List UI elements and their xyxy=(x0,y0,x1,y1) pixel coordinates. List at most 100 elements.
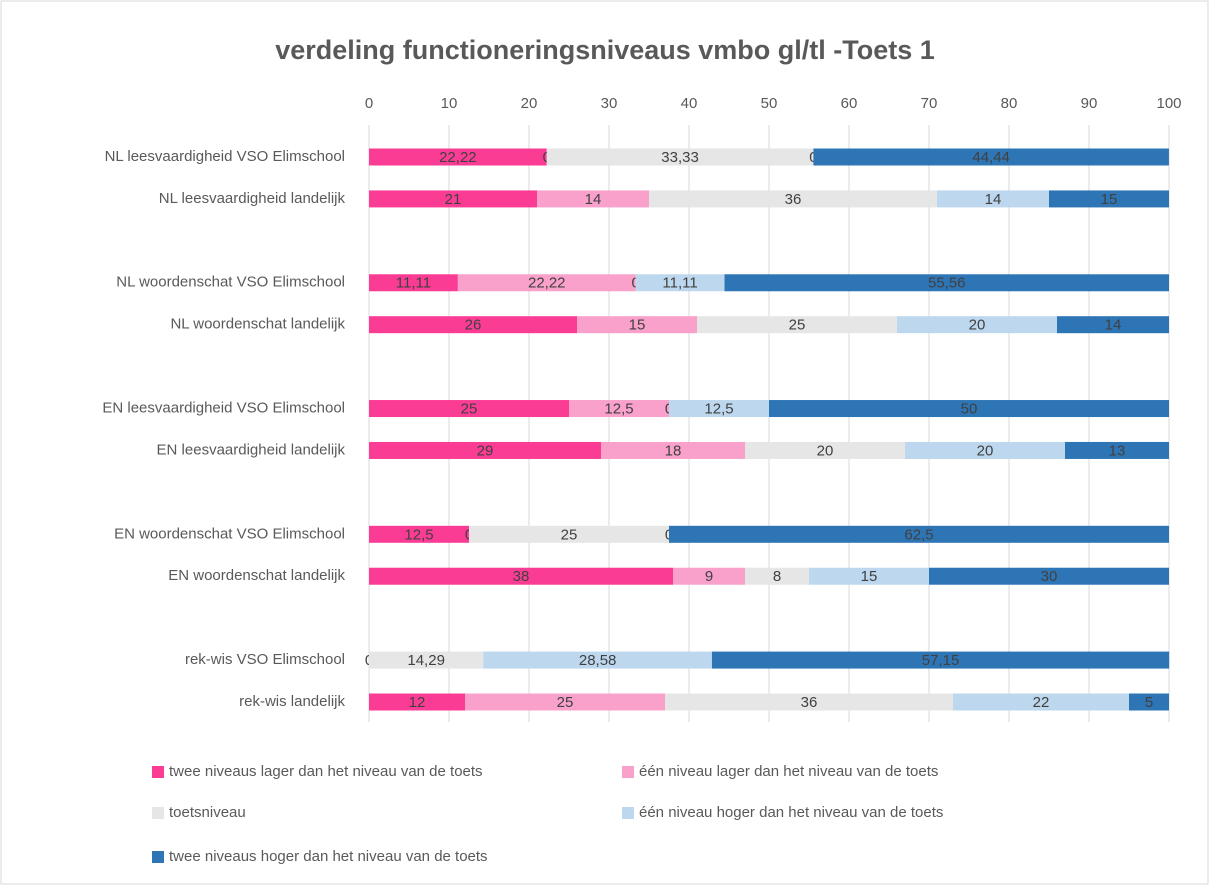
bar-segment xyxy=(937,190,1049,208)
x-tick-label: 60 xyxy=(841,95,858,112)
bar-segment xyxy=(1065,441,1169,459)
bar-segment xyxy=(813,148,1169,166)
data-label: 25 xyxy=(557,694,574,711)
legend-swatch xyxy=(622,807,634,819)
x-tick-label: 0 xyxy=(365,95,373,112)
data-label: 26 xyxy=(465,317,482,334)
bar-segment xyxy=(569,400,669,418)
legend-label: één niveau lager dan het niveau van de t… xyxy=(639,763,938,780)
data-label: 38 xyxy=(513,568,530,585)
legend-label: twee niveaus lager dan het niveau van de… xyxy=(169,763,483,780)
bar-segment xyxy=(649,190,937,208)
bar-segment xyxy=(669,400,769,418)
data-label: 15 xyxy=(861,568,878,585)
x-tick-label: 30 xyxy=(601,95,618,112)
chart-title: verdeling functioneringsniveaus vmbo gl/… xyxy=(275,35,935,65)
bar-segment xyxy=(953,693,1129,711)
bar-segment xyxy=(369,651,484,669)
data-label: 36 xyxy=(801,694,818,711)
data-label: 12,5 xyxy=(604,401,633,418)
data-label: 9 xyxy=(705,568,713,585)
y-tick-label: EN leesvaardigheid VSO Elimschool xyxy=(102,400,345,417)
bar-segment xyxy=(745,567,809,585)
bar-segment xyxy=(929,567,1169,585)
data-label: 13 xyxy=(1109,442,1126,459)
bar-segment xyxy=(369,190,537,208)
data-label: 20 xyxy=(977,442,994,459)
bar-segment xyxy=(724,274,1169,292)
y-tick-label: EN woordenschat VSO Elimschool xyxy=(114,525,345,542)
y-tick-label: EN leesvaardigheid landelijk xyxy=(157,441,346,458)
data-label: 20 xyxy=(817,442,834,459)
bar-segment xyxy=(635,274,725,292)
bar-segment xyxy=(369,148,547,166)
data-label: 22,22 xyxy=(528,275,566,292)
x-tick-label: 20 xyxy=(521,95,538,112)
bar-segment xyxy=(469,525,669,543)
data-label: 36 xyxy=(785,191,802,208)
data-label: 14 xyxy=(985,191,1002,208)
bar-segment xyxy=(745,441,905,459)
bar-segment xyxy=(897,316,1057,334)
y-tick-label: NL leesvaardigheid VSO Elimschool xyxy=(105,148,345,165)
legend-swatch xyxy=(152,807,164,819)
legend-label: één niveau hoger dan het niveau van de t… xyxy=(639,804,943,821)
x-tick-label: 70 xyxy=(921,95,938,112)
bar-segment xyxy=(1049,190,1169,208)
data-label: 25 xyxy=(461,401,478,418)
legend-swatch xyxy=(152,766,164,778)
data-label: 33,33 xyxy=(661,149,699,166)
bar-segment xyxy=(546,148,814,166)
data-label: 15 xyxy=(1101,191,1118,208)
data-label: 25 xyxy=(789,317,806,334)
data-label: 14,29 xyxy=(407,652,445,669)
bar-segment xyxy=(577,316,697,334)
legend-swatch xyxy=(152,851,164,863)
data-label: 5 xyxy=(1145,694,1153,711)
bar-segment xyxy=(905,441,1065,459)
bar-segment xyxy=(465,693,665,711)
y-tick-label: NL woordenschat VSO Elimschool xyxy=(116,274,345,291)
data-label: 62,5 xyxy=(904,526,933,543)
data-label: 14 xyxy=(1105,317,1122,334)
legend-label: toetsniveau xyxy=(169,804,246,821)
data-label: 57,15 xyxy=(922,652,960,669)
bar-segment xyxy=(697,316,897,334)
data-label: 14 xyxy=(585,191,602,208)
bar-segment xyxy=(669,525,1169,543)
data-label: 11,11 xyxy=(396,275,431,292)
data-label: 11,11 xyxy=(662,275,697,292)
bar-segment xyxy=(769,400,1169,418)
bar-segment xyxy=(601,441,745,459)
legend-label: twee niveaus hoger dan het niveau van de… xyxy=(169,848,488,865)
bar-segment xyxy=(369,400,569,418)
bar-segment xyxy=(673,567,745,585)
bar-segment xyxy=(665,693,953,711)
x-tick-label: 40 xyxy=(681,95,698,112)
bar-segment xyxy=(809,567,929,585)
data-label: 12,5 xyxy=(704,401,733,418)
bar-segment xyxy=(1057,316,1169,334)
bar-segment xyxy=(369,274,458,292)
bar-segment xyxy=(369,693,465,711)
bar-segment xyxy=(711,651,1170,669)
legend-swatch xyxy=(622,766,634,778)
data-label: 12 xyxy=(409,694,426,711)
x-tick-label: 50 xyxy=(761,95,778,112)
bar-segment xyxy=(369,316,577,334)
x-tick-label: 10 xyxy=(441,95,458,112)
data-label: 25 xyxy=(561,526,578,543)
bar-segment xyxy=(369,567,673,585)
y-tick-label: NL woordenschat landelijk xyxy=(170,316,345,333)
y-tick-label: EN woordenschat landelijk xyxy=(168,567,345,584)
bar-segment xyxy=(457,274,636,292)
data-label: 15 xyxy=(629,317,646,334)
data-label: 29 xyxy=(477,442,494,459)
bar-segment xyxy=(483,651,712,669)
bar-segment xyxy=(369,441,601,459)
data-label: 28,58 xyxy=(579,652,617,669)
data-label: 8 xyxy=(773,568,781,585)
y-tick-label: rek-wis landelijk xyxy=(239,693,345,710)
bar-segment xyxy=(537,190,649,208)
